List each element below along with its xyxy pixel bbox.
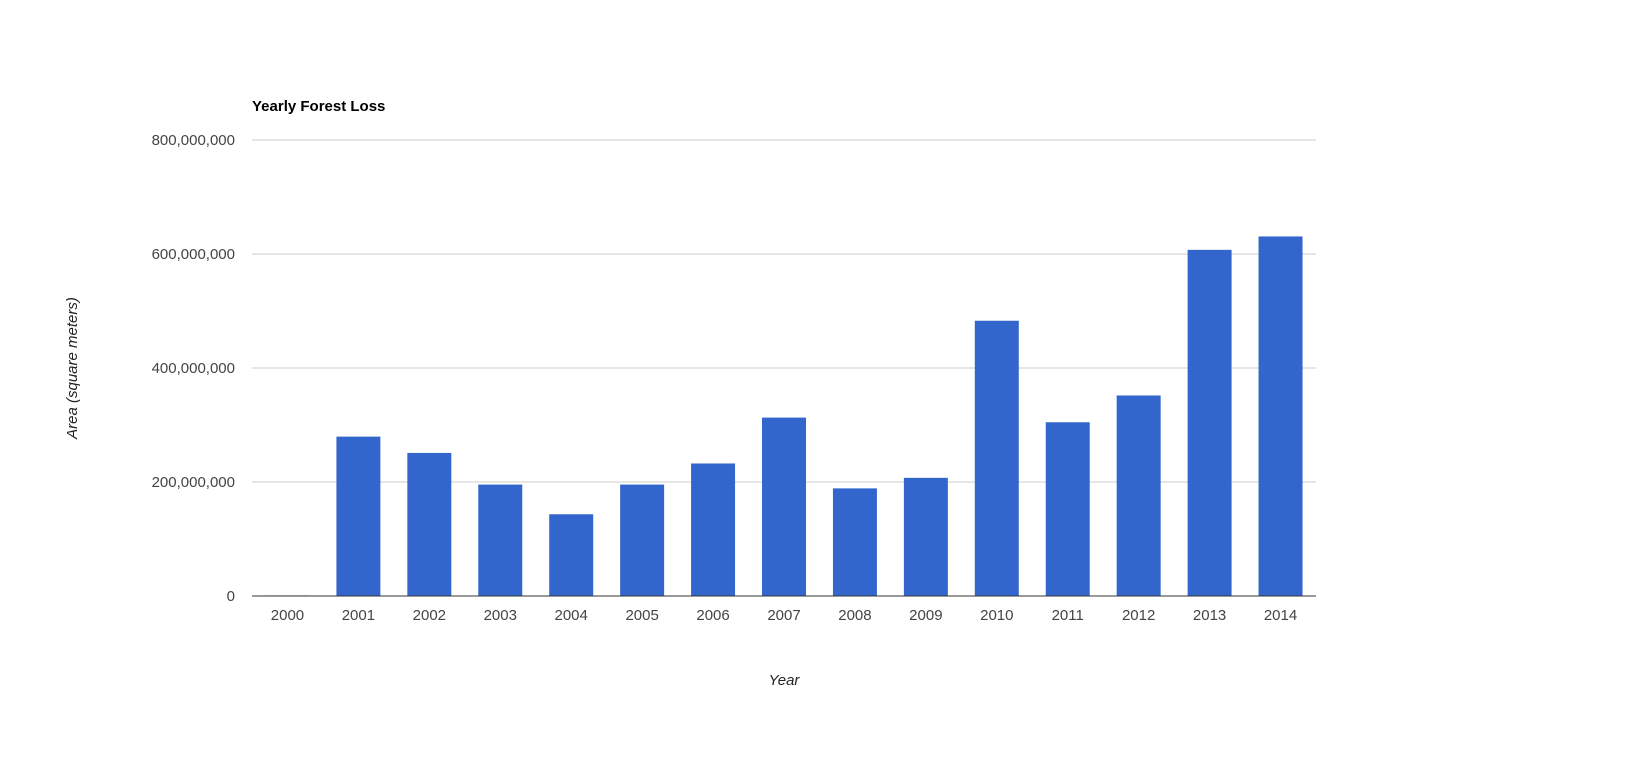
- y-tick-labels: 0 200,000,000 400,000,000 600,000,000 800,00…: [152, 132, 235, 605]
- bar-2003[interactable]: [478, 484, 523, 596]
- bar-2006[interactable]: [691, 463, 736, 596]
- bar-2004[interactable]: [549, 514, 594, 596]
- x-tick-label: 2011: [1052, 607, 1084, 624]
- x-tick-label: 2004: [555, 607, 588, 624]
- chart-title: Yearly Forest Loss: [252, 98, 385, 115]
- x-tick-label: 2003: [484, 607, 517, 624]
- x-tick-label: 2001: [342, 607, 375, 624]
- bar-2009[interactable]: [903, 477, 948, 596]
- x-tick-label: 2005: [625, 607, 658, 624]
- x-tick-label: 2000: [271, 607, 304, 624]
- x-tick-label: 2007: [767, 607, 800, 624]
- y-tick-label: 600,000,000: [152, 246, 235, 263]
- x-tick-label: 2013: [1193, 607, 1226, 624]
- bar-2010[interactable]: [974, 320, 1019, 596]
- bar-2002[interactable]: [407, 452, 452, 596]
- bar-2012[interactable]: [1116, 395, 1161, 596]
- bars: [265, 236, 1303, 597]
- y-tick-label: 200,000,000: [152, 474, 235, 491]
- bar-2014[interactable]: [1258, 236, 1303, 596]
- y-tick-label: 400,000,000: [152, 360, 235, 377]
- x-axis-title: Year: [769, 672, 801, 689]
- x-tick-label: 2014: [1264, 607, 1297, 624]
- x-tick-labels: 2000 2001 2002 2003 2004 2005 2006 2007 2008 2009…: [271, 607, 1297, 624]
- bar-2011[interactable]: [1045, 422, 1090, 596]
- bar-2007[interactable]: [762, 417, 806, 596]
- x-tick-label: 2002: [413, 607, 446, 624]
- x-tick-label: 2006: [696, 607, 729, 624]
- y-axis-title: Area (square meters): [64, 297, 81, 440]
- x-tick-label: 2008: [838, 607, 871, 624]
- x-tick-label: 2012: [1122, 607, 1155, 624]
- bar-2013[interactable]: [1187, 249, 1232, 597]
- y-tick-label: 800,000,000: [152, 132, 235, 149]
- bar-2008[interactable]: [832, 488, 877, 596]
- bar-2001[interactable]: [336, 436, 381, 596]
- bar-2005[interactable]: [620, 484, 665, 596]
- x-tick-label: 2010: [980, 607, 1013, 624]
- x-tick-label: 2009: [909, 607, 942, 624]
- y-tick-label: 0: [227, 588, 235, 605]
